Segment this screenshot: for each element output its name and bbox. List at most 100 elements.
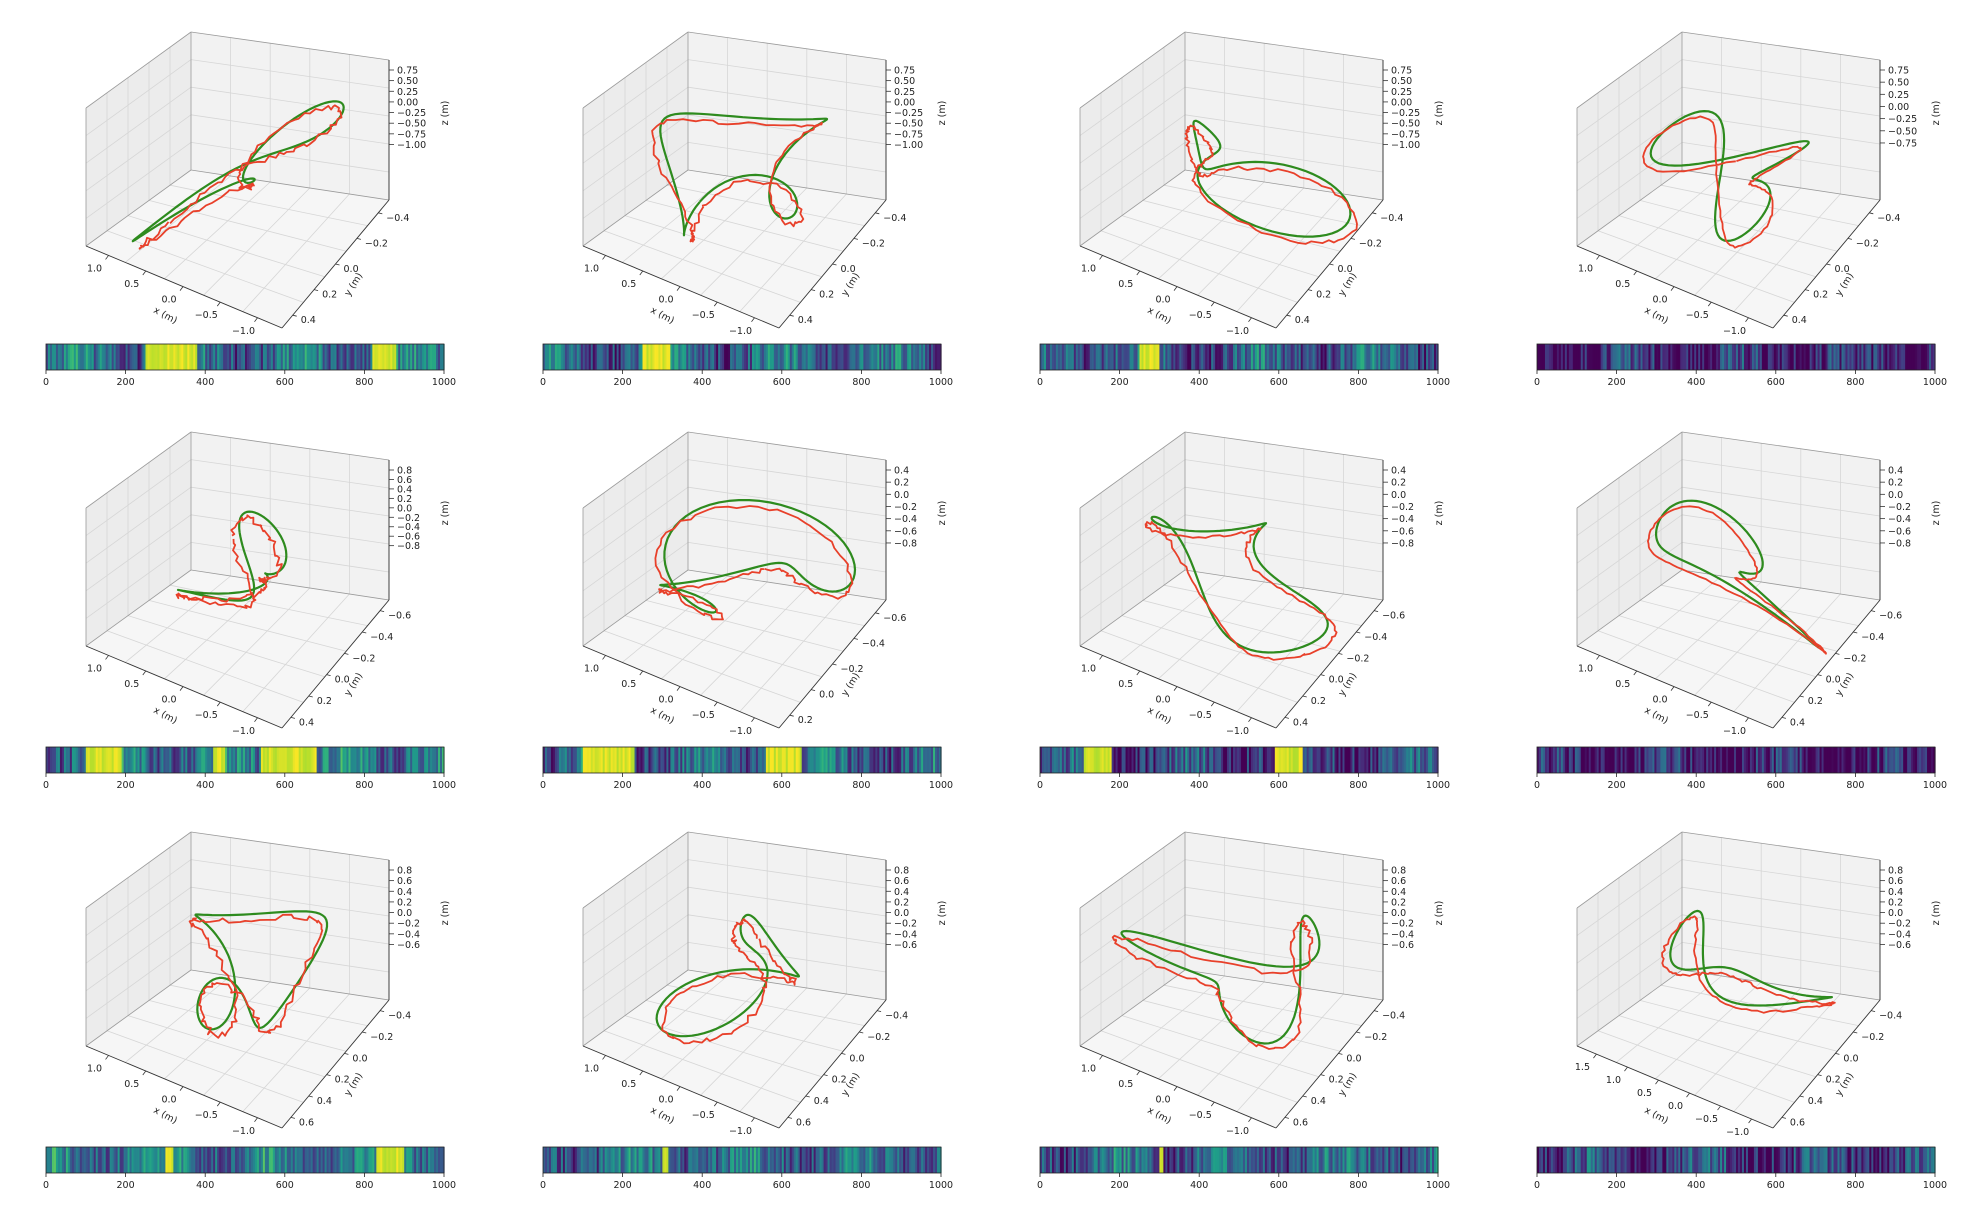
colorbar-strip	[1724, 747, 1727, 773]
colorbar-strip	[1240, 747, 1244, 773]
y-tick-mark	[853, 238, 858, 240]
colorbar-strip	[366, 747, 369, 773]
colorbar-strip	[1831, 747, 1835, 773]
colorbar-strip	[698, 344, 701, 370]
z-axis-label: z (m)	[937, 101, 948, 126]
colorbar-strip	[1412, 747, 1415, 773]
colorbar-strip	[1330, 747, 1334, 773]
colorbar-strip	[1781, 747, 1785, 773]
colorbar-strip	[1867, 344, 1870, 370]
z-tick-label: −0.8	[894, 538, 917, 549]
colorbar-strip	[1869, 344, 1872, 370]
y-tick-mark	[1783, 314, 1788, 317]
colorbar-strip	[199, 1147, 202, 1173]
colorbar-strip	[245, 344, 248, 370]
colorbar-strip	[1811, 344, 1815, 370]
pane-left	[1080, 832, 1185, 1046]
colorbar-strip	[819, 747, 823, 773]
colorbar-strip	[1851, 747, 1855, 773]
x-tick-mark	[1745, 317, 1749, 322]
colorbar-strip	[925, 1147, 928, 1173]
colorbar-strip	[1849, 344, 1853, 370]
colorbar-strip	[1716, 1147, 1719, 1173]
colorbar-strip	[564, 344, 568, 370]
colorbar-strip	[686, 1147, 689, 1173]
colorbar-strip	[732, 747, 735, 773]
colorbar-strip	[1420, 344, 1423, 370]
colorbar-strip	[1235, 747, 1238, 773]
y-tick-label: −0.4	[1364, 632, 1387, 643]
colorbar-strip	[1364, 1147, 1367, 1173]
colorbar-strip	[572, 747, 576, 773]
colorbar-strip	[139, 344, 143, 370]
y-tick-mark	[1302, 1095, 1307, 1098]
colorbar-strip	[1724, 1147, 1727, 1173]
colorbar-strip	[151, 747, 155, 773]
colorbar-tick-label: 1000	[1426, 1180, 1450, 1191]
colorbar-strip	[1851, 344, 1855, 370]
colorbar-strip	[1346, 1147, 1350, 1173]
colorbar-strip	[101, 1147, 105, 1173]
colorbar-strip	[1584, 1147, 1588, 1173]
colorbar-strip	[1586, 747, 1590, 773]
colorbar-strip	[416, 747, 419, 773]
y-tick-mark	[859, 1031, 864, 1034]
colorbar-strip	[1771, 1147, 1775, 1173]
colorbar-frame	[542, 343, 942, 371]
colorbar-strip	[1244, 344, 1248, 370]
colorbar-strip	[404, 344, 407, 370]
colorbar-strip	[1053, 747, 1057, 773]
colorbar-strip	[674, 1147, 677, 1173]
colorbar-strip	[1071, 1147, 1075, 1173]
colorbar-strip	[1771, 344, 1775, 370]
colorbar-strip	[546, 1147, 550, 1173]
x-tick-label: −0.5	[1189, 710, 1212, 721]
z-tick-label: 0.2	[397, 897, 412, 908]
x-tick-label: 1.0	[584, 1063, 599, 1074]
colorbar-strip	[1694, 1147, 1697, 1173]
colorbar-strip	[1219, 1147, 1222, 1173]
colorbar-strip	[374, 344, 377, 370]
pane-left	[1577, 832, 1682, 1046]
colorbar-strip	[71, 344, 75, 370]
z-axis-label: z (m)	[440, 901, 451, 926]
colorbar-strip	[1692, 747, 1695, 773]
colorbar-strip	[352, 1147, 356, 1173]
colorbar-strip	[602, 1147, 606, 1173]
colorbar-strip	[1155, 1147, 1159, 1173]
colorbar-strip	[1207, 1147, 1210, 1173]
colorbar-strip	[1899, 344, 1902, 370]
colorbar-strip	[1761, 747, 1765, 773]
colorbar-strip	[330, 344, 334, 370]
z-tick-label: 0.8	[1391, 866, 1406, 877]
colorbar-strip	[1213, 1147, 1216, 1173]
colorbar-strip	[1819, 747, 1823, 773]
y-tick-mark	[1356, 631, 1361, 634]
colorbar-strip	[1320, 747, 1324, 773]
colorbar-strip	[558, 1147, 562, 1173]
colorbar-strip	[1624, 344, 1628, 370]
colorbar-strip	[1175, 747, 1178, 773]
colorbar-strip	[264, 747, 268, 773]
colorbar-strip	[1217, 344, 1220, 370]
colorbar-strip	[1047, 1147, 1051, 1173]
colorbar-strip	[105, 1147, 109, 1173]
colorbar-strip	[1837, 1147, 1841, 1173]
colorbar-strip	[632, 344, 636, 370]
pane-back	[688, 432, 886, 600]
z-tick-label: −0.8	[397, 541, 420, 552]
colorbar-strip	[1260, 1147, 1264, 1173]
colorbar-strip	[1239, 1147, 1242, 1173]
colorbar-strip	[871, 344, 874, 370]
colorbar-strip	[871, 1147, 874, 1173]
colorbar-strip	[550, 747, 554, 773]
colorbar-strip	[1843, 747, 1847, 773]
y-axis-label: y (m)	[1834, 271, 1857, 298]
colorbar-strip	[179, 747, 182, 773]
colorbar-tick-label: 400	[1687, 377, 1705, 388]
colorbar-strip	[308, 747, 312, 773]
colorbar-strip	[1807, 747, 1811, 773]
colorbar-strip	[51, 344, 55, 370]
z-tick-label: 0.4	[894, 887, 909, 898]
colorbar-strip	[696, 747, 699, 773]
